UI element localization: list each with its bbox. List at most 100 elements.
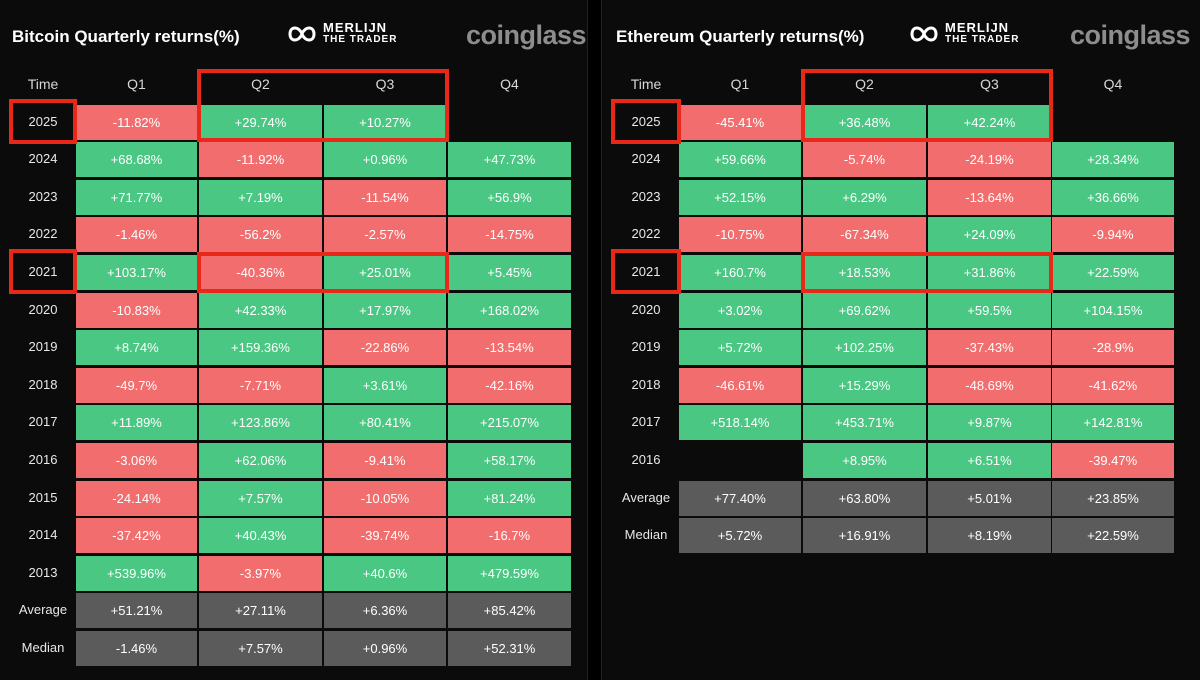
infinity-logo-icon: [288, 26, 316, 42]
row-year-label: 2021: [631, 264, 661, 279]
return-cell: -11.54%: [324, 179, 446, 215]
return-cell: +215.07%: [448, 405, 571, 441]
return-cell: +453.71%: [803, 405, 926, 441]
row-year-label: 2017: [631, 414, 661, 430]
return-cell: -24.14%: [76, 480, 197, 516]
column-header-q1: Q1: [127, 75, 146, 92]
return-cell: +17.97%: [324, 292, 446, 328]
return-cell: +8.95%: [803, 443, 926, 478]
return-cell: -10.83%: [76, 292, 197, 328]
ethereum-panel: Ethereum Quarterly returns(%) MERLIJN TH…: [601, 0, 1200, 680]
column-header-q1: Q1: [730, 75, 750, 92]
row-year-label: 2016: [28, 452, 58, 467]
return-cell: +47.73%: [448, 142, 571, 178]
coinglass-watermark: coinglass: [466, 20, 587, 50]
return-cell: -49.7%: [76, 367, 197, 403]
return-cell: -16.7%: [448, 518, 571, 554]
return-cell: +59.5%: [928, 292, 1051, 328]
stat-cell: +77.40%: [679, 480, 801, 516]
stat-cell: +5.01%: [928, 480, 1051, 516]
return-cell: -41.62%: [1052, 367, 1174, 403]
return-cell: +5.72%: [679, 330, 801, 366]
row-year-label: 2022: [28, 226, 58, 242]
column-header-q4: Q4: [1103, 75, 1123, 92]
column-header-time: Time: [27, 75, 59, 92]
return-cell: -37.43%: [928, 330, 1051, 366]
row-year-label: 2025: [631, 113, 661, 129]
return-cell: +71.77%: [76, 179, 197, 215]
return-cell: +59.66%: [679, 142, 801, 178]
row-year-label: 2018: [28, 376, 58, 392]
return-cell: -5.74%: [803, 142, 926, 178]
return-cell: +58.17%: [448, 443, 571, 478]
merlijn-brand: MERLIJN THE TRADER: [909, 20, 1019, 46]
column-header-q3: Q3: [375, 75, 395, 92]
return-cell: +36.66%: [1052, 179, 1174, 215]
return-cell: +28.34%: [1052, 142, 1174, 178]
bitcoin-table-title: Bitcoin Quarterly returns(%): [12, 27, 240, 46]
return-cell: +11.89%: [76, 405, 197, 441]
brand-name: MERLIJN: [945, 20, 1010, 35]
return-cell: +123.86%: [199, 405, 322, 441]
return-cell: -56.2%: [199, 217, 322, 253]
return-cell: +22.59%: [1052, 255, 1174, 290]
return-cell: -22.86%: [324, 330, 446, 366]
return-cell: -28.9%: [1052, 330, 1174, 366]
row-year-label: 2021: [28, 264, 58, 279]
stat-cell: +23.85%: [1052, 480, 1174, 516]
column-header-q3: Q3: [980, 75, 999, 92]
row-year-label: 2023: [631, 188, 661, 204]
return-cell: -3.06%: [76, 443, 197, 478]
row-year-label: 2013: [28, 564, 58, 580]
return-cell: -39.74%: [324, 518, 446, 554]
return-cell: -1.46%: [76, 217, 197, 253]
return-cell: +62.06%: [199, 443, 322, 478]
return-cell: -42.16%: [448, 367, 571, 403]
return-cell: -10.05%: [324, 480, 446, 516]
return-cell: +5.45%: [448, 255, 571, 290]
return-cell: +40.6%: [324, 555, 446, 591]
stat-cell: +52.31%: [448, 631, 571, 666]
return-cell: +29.74%: [199, 104, 322, 140]
stat-label: Median: [624, 527, 668, 543]
stat-cell: -1.46%: [76, 631, 197, 666]
return-cell: -13.64%: [928, 179, 1051, 215]
infinity-logo-icon: [910, 26, 938, 42]
row-year-label: 2015: [28, 489, 58, 505]
return-cell: +539.96%: [76, 555, 197, 591]
column-header-q4: Q4: [500, 75, 519, 92]
return-cell: -45.41%: [679, 104, 801, 140]
return-cell: +80.41%: [324, 405, 446, 441]
return-cell: -2.57%: [324, 217, 446, 253]
return-cell: +69.62%: [803, 292, 926, 328]
return-cell: -39.47%: [1052, 443, 1174, 478]
return-cell: -11.92%: [199, 142, 322, 178]
return-cell: +42.33%: [199, 292, 322, 328]
return-cell: +6.29%: [803, 179, 926, 215]
return-cell: +25.01%: [324, 255, 446, 290]
return-cell: -11.82%: [76, 104, 197, 140]
return-cell: +15.29%: [803, 367, 926, 403]
return-cell: -46.61%: [679, 367, 801, 403]
row-year-label: 2023: [28, 188, 58, 204]
return-cell: -40.36%: [199, 255, 322, 290]
return-cell: +31.86%: [928, 255, 1051, 290]
brand-subtitle: THE TRADER: [323, 34, 398, 45]
return-cell: -3.97%: [199, 555, 322, 591]
column-header-q2: Q2: [855, 75, 874, 92]
return-cell: +36.48%: [803, 104, 926, 140]
stat-cell: +51.21%: [76, 593, 197, 629]
return-cell: +42.24%: [928, 104, 1051, 140]
return-cell: -9.41%: [324, 443, 446, 478]
return-cell: -24.19%: [928, 142, 1051, 178]
return-cell: +18.53%: [803, 255, 926, 290]
column-header-time: Time: [630, 75, 662, 92]
stat-label: Average: [18, 602, 68, 618]
bitcoin-panel: Bitcoin Quarterly returns(%) MERLIJN THE…: [0, 0, 588, 680]
return-cell: +3.02%: [679, 292, 801, 328]
return-cell: +8.74%: [76, 330, 197, 366]
row-year-label: 2019: [28, 339, 58, 355]
row-year-label: 2016: [631, 452, 661, 467]
merlijn-brand: MERLIJN THE TRADER: [287, 21, 398, 46]
row-year-label: 2014: [28, 527, 58, 543]
